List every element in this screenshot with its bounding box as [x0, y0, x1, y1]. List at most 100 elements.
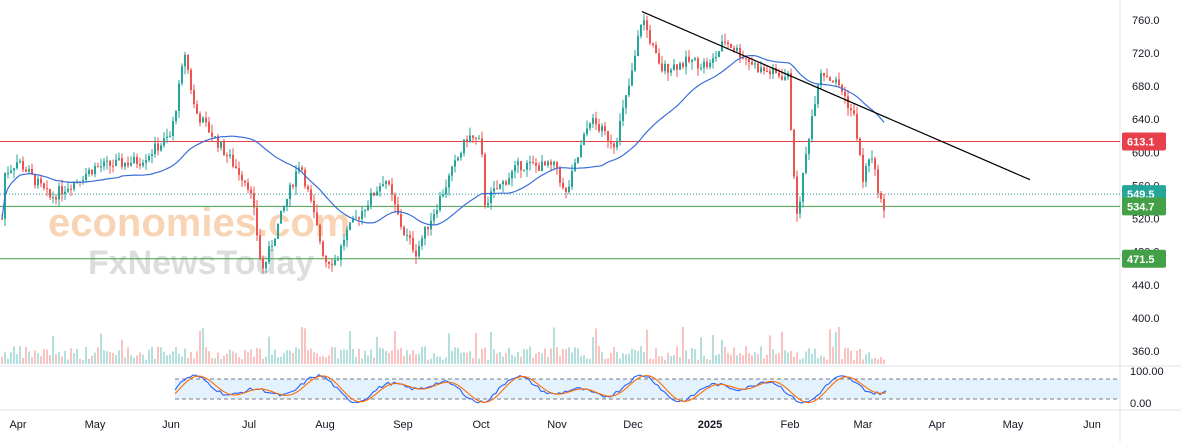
candle-body [214, 136, 216, 138]
candle-body [790, 72, 792, 130]
volume-bar [427, 359, 429, 364]
candle-body [733, 47, 735, 51]
volume-bar [460, 352, 462, 364]
volume-bar [262, 358, 264, 364]
volume-bar [31, 356, 33, 364]
candle-body [739, 47, 741, 58]
volume-bar [757, 354, 759, 364]
volume-bar [133, 357, 135, 364]
volume-bar [334, 347, 336, 364]
candle-body [844, 91, 846, 97]
candle-body [811, 116, 813, 140]
candle-body [568, 186, 570, 193]
volume-bar [835, 331, 837, 364]
candle-body [427, 226, 429, 230]
level-badge-label: 471.5 [1127, 254, 1155, 266]
candle-body [220, 141, 222, 148]
level-badge-label: 534.7 [1127, 201, 1155, 213]
candle-body [757, 63, 759, 73]
volume-bar [508, 347, 510, 364]
candle-body [196, 104, 198, 114]
candle-body [25, 169, 27, 172]
candle-body [796, 176, 798, 214]
candle-body [19, 160, 21, 163]
candle-body [34, 173, 36, 186]
volume-bar [541, 353, 543, 364]
candle-body [325, 255, 327, 262]
candle-body [511, 171, 513, 179]
volume-bar [238, 357, 240, 364]
volume-bar [13, 346, 15, 364]
candle-body [295, 171, 297, 187]
volume-bar [292, 352, 294, 364]
candle-body [523, 169, 525, 171]
candle-body [547, 161, 549, 166]
candle-body [874, 158, 876, 170]
volume-bar [61, 356, 63, 364]
level-badge-label: 613.1 [1127, 137, 1155, 149]
candle-body [775, 68, 777, 73]
candle-body [487, 203, 489, 206]
candle-body [238, 168, 240, 175]
candle-body [655, 44, 657, 54]
x-tick-label: Aug [315, 419, 335, 431]
volume-bar [646, 329, 648, 364]
candle-body [202, 117, 204, 123]
candle-body [358, 217, 360, 220]
candle-body [682, 63, 684, 67]
candle-body [226, 155, 228, 157]
volume-bar [244, 349, 246, 364]
candle-body [355, 217, 357, 219]
volume-bar [295, 347, 297, 364]
volume-bar [406, 350, 408, 364]
volume-bar [421, 346, 423, 364]
candle-body [151, 154, 153, 156]
volume-bar [742, 355, 744, 364]
volume-bar [82, 359, 84, 364]
volume-bar [877, 359, 879, 364]
watermark: economies.com FxNewsToday [48, 201, 350, 282]
candle-body [178, 83, 180, 112]
candle-body [694, 58, 696, 60]
candle-body [550, 161, 552, 165]
volume-bar [100, 333, 102, 364]
candle-body [274, 238, 276, 247]
x-tick-label: Jul [242, 419, 256, 431]
volume-bar [391, 350, 393, 364]
volume-bar [838, 326, 840, 364]
volume-bar [232, 351, 234, 364]
volume-bar [448, 333, 450, 364]
candle-body [529, 161, 531, 163]
candle-body [418, 245, 420, 257]
volume-bar [805, 351, 807, 364]
volume-bar [595, 328, 597, 364]
volume-bar [112, 352, 114, 364]
volume-bar [205, 347, 207, 364]
candle-body [673, 64, 675, 70]
candle-body [868, 159, 870, 166]
trendline[interactable] [641, 11, 1031, 181]
y-tick-label: 520.0 [1132, 214, 1160, 226]
candle-body [403, 226, 405, 236]
volume-bar [772, 349, 774, 364]
volume-bar [208, 351, 210, 364]
candle-body [715, 56, 717, 59]
candle-body [505, 181, 507, 185]
candle-body [193, 89, 195, 105]
candle-body [439, 196, 441, 211]
volume-bar [520, 356, 522, 364]
volume-bar [703, 355, 705, 364]
candle-body [520, 161, 522, 171]
candle-body [793, 129, 795, 177]
volume-bar [253, 356, 255, 364]
volume-bar [43, 349, 45, 364]
candle-body [229, 154, 231, 157]
candle-body [628, 85, 630, 96]
candle-body [421, 238, 423, 246]
moving-average-line [1, 54, 885, 226]
candle-body [514, 165, 516, 172]
level-badge [1122, 197, 1166, 216]
candle-body [784, 77, 786, 80]
candle-body [160, 145, 162, 151]
